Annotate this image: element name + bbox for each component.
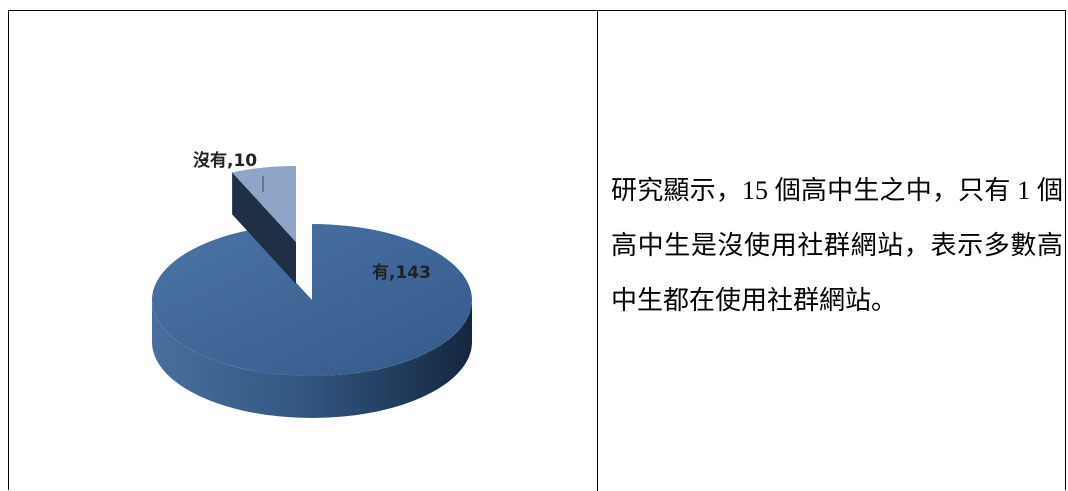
pie-side bbox=[232, 172, 296, 284]
pie-slice bbox=[232, 166, 296, 242]
data-label: 沒有,10 bbox=[193, 150, 257, 171]
cell-divider bbox=[597, 11, 598, 491]
pie-slice bbox=[152, 224, 473, 376]
pie-side bbox=[152, 300, 472, 418]
pie-chart: 沒有,10 有,143 bbox=[152, 150, 473, 418]
data-label: 有,143 bbox=[372, 262, 431, 283]
table: 研究顯示，15 個高中生之中，只有 1 個高中生是沒使用社群網站，表示多數高中生… bbox=[8, 10, 1066, 491]
paragraph: 研究顯示，15 個高中生之中，只有 1 個高中生是沒使用社群網站，表示多數高中生… bbox=[611, 176, 1063, 315]
